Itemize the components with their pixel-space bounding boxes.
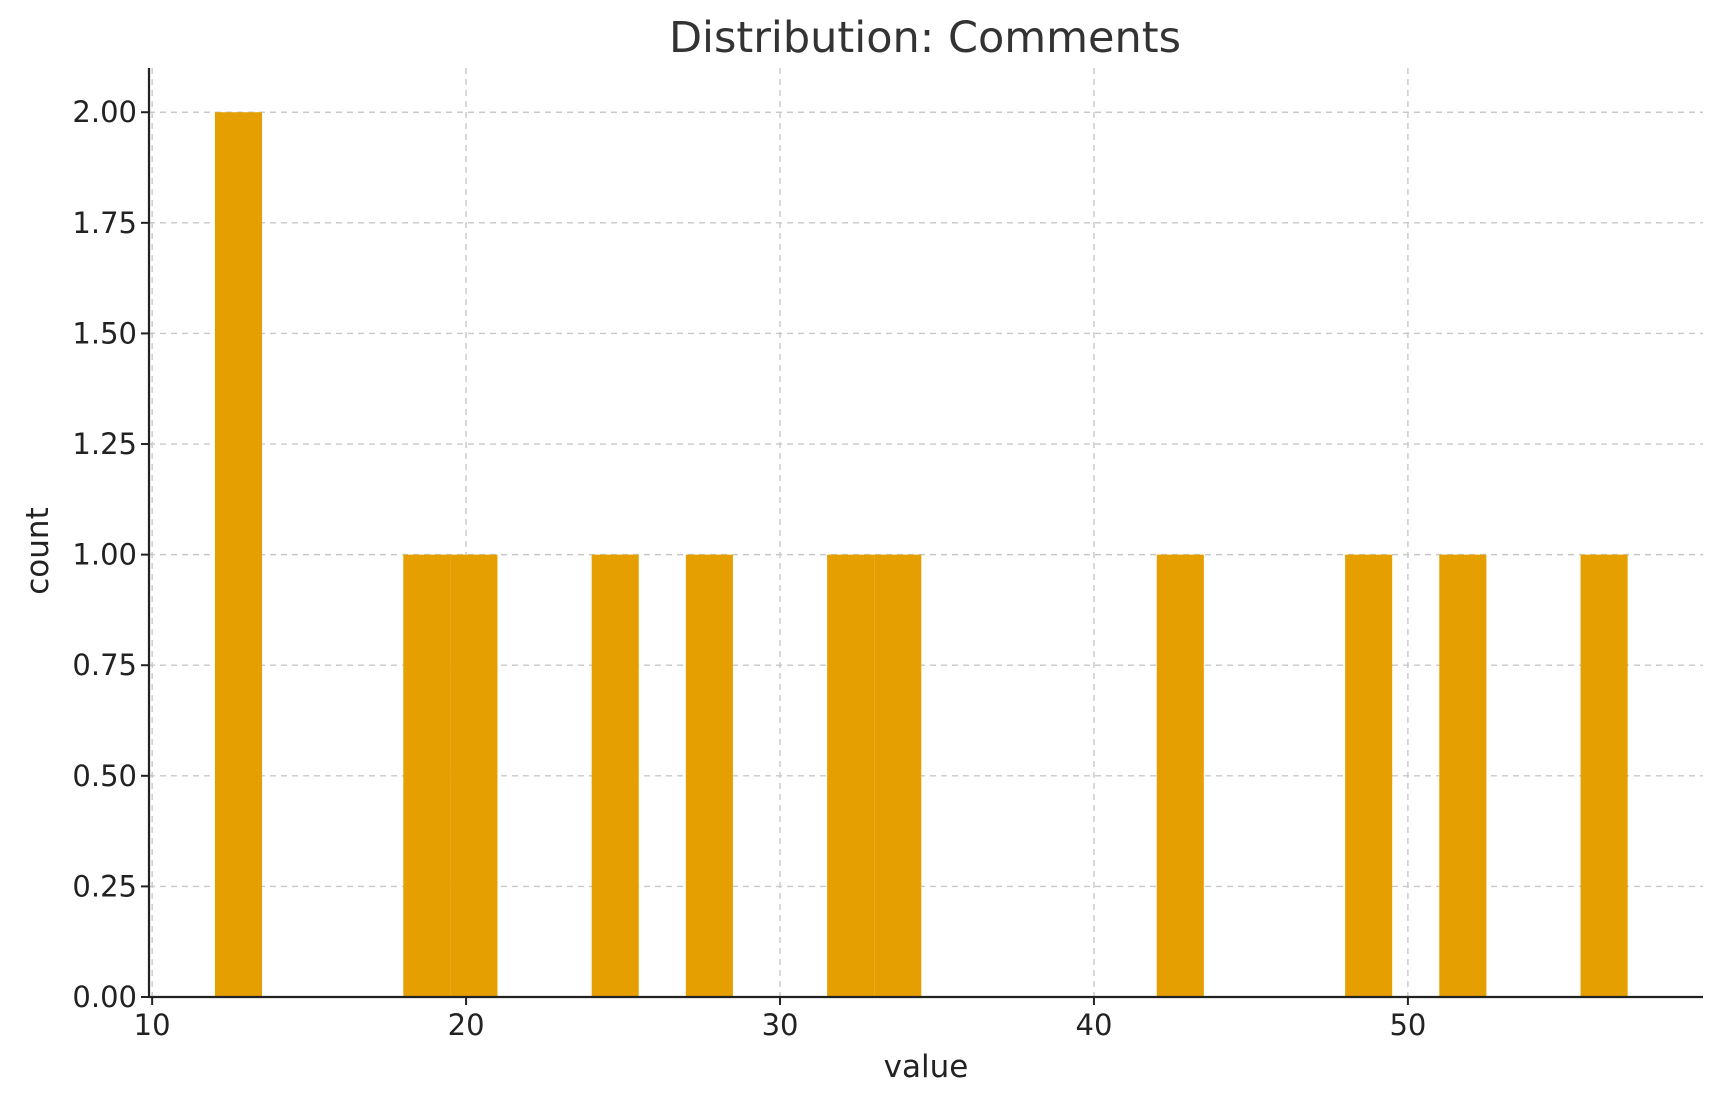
x-tick-label: 40 (1076, 1008, 1113, 1042)
y-tick-label: 1.50 (72, 316, 137, 350)
y-tick-label: 0.75 (72, 648, 137, 682)
histogram-bar (403, 554, 451, 997)
histogram-bar (685, 554, 733, 997)
histogram-bar (214, 112, 263, 997)
x-tick-label: 10 (134, 1008, 171, 1042)
histogram-bar (591, 554, 639, 997)
x-tick-label: 50 (1389, 1008, 1426, 1042)
y-tick-label: 1.75 (72, 206, 137, 240)
histogram-bar (450, 554, 498, 997)
y-tick-label: 0.50 (72, 759, 137, 793)
chart-title: Distribution: Comments (669, 13, 1181, 63)
histogram-bar (1580, 554, 1628, 997)
histogram-bar (827, 554, 875, 997)
x-tick-label: 30 (762, 1008, 799, 1042)
y-tick-label: 1.00 (72, 538, 137, 572)
bars-layer (214, 112, 1628, 997)
ticks-layer: 10 20 30 40 50 0.00 0.25 0.50 0.75 1.00 1.25 1.50 1.… (72, 95, 1426, 1042)
y-tick-label: 2.00 (72, 95, 137, 129)
x-axis-label: value (884, 1049, 969, 1085)
y-axis-label: count (20, 507, 56, 594)
histogram-bar (874, 554, 922, 997)
histogram-bar (1439, 554, 1487, 997)
y-tick-label: 0.25 (72, 869, 137, 903)
histogram-bar (1345, 554, 1393, 997)
histogram-bar (1156, 554, 1204, 997)
x-tick-label: 20 (448, 1008, 485, 1042)
y-tick-label: 1.25 (72, 427, 137, 461)
y-tick-label: 0.00 (72, 980, 137, 1014)
